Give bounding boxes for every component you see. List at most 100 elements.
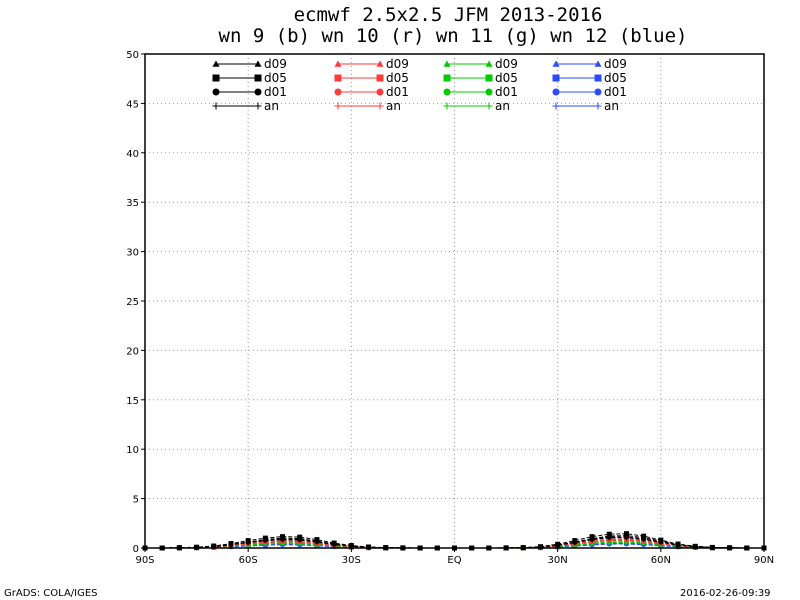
data-point bbox=[594, 74, 602, 82]
y-tick-label: 15 bbox=[126, 396, 139, 407]
footer-credit: GrADS: COLA/IGES bbox=[4, 588, 98, 599]
data-point bbox=[254, 102, 262, 110]
legend-label: d01 bbox=[264, 85, 287, 99]
y-tick-label: 45 bbox=[126, 99, 139, 110]
x-tick-label: 30N bbox=[548, 555, 568, 566]
legend-item: d01 bbox=[552, 85, 627, 99]
y-tick-label: 10 bbox=[126, 445, 139, 456]
data-point bbox=[376, 102, 384, 110]
data-point bbox=[254, 88, 262, 96]
data-point bbox=[485, 102, 493, 110]
y-tick-label: 25 bbox=[126, 297, 139, 308]
data-point bbox=[485, 88, 493, 96]
data-point bbox=[334, 60, 342, 67]
data-point bbox=[334, 74, 342, 82]
legend-item: d05 bbox=[443, 71, 518, 85]
data-point bbox=[552, 74, 560, 82]
data-point bbox=[334, 88, 342, 96]
legend-label: d01 bbox=[495, 85, 518, 99]
y-tick-label: 0 bbox=[133, 544, 139, 555]
legend-label: d05 bbox=[495, 71, 518, 85]
data-point bbox=[485, 74, 493, 82]
x-tick-label: 60N bbox=[651, 555, 671, 566]
legend-item: d09 bbox=[334, 57, 409, 71]
data-point bbox=[314, 538, 320, 544]
legend: d09d05d01and09d05d01and09d05d01and09d05d… bbox=[212, 57, 627, 113]
data-point bbox=[641, 535, 647, 540]
legend-item: d09 bbox=[552, 57, 627, 71]
data-point bbox=[228, 542, 234, 547]
x-tick-label: EQ bbox=[447, 555, 461, 566]
data-point bbox=[594, 88, 602, 96]
y-tick-label: 35 bbox=[126, 198, 139, 209]
data-point bbox=[623, 533, 629, 538]
data-point bbox=[376, 60, 384, 67]
legend-item: d05 bbox=[212, 71, 287, 85]
legend-label: d09 bbox=[264, 57, 287, 71]
legend-item: an bbox=[443, 99, 510, 113]
data-point bbox=[594, 60, 602, 67]
chart-subtitle: wn 9 (b) wn 10 (r) wn 11 (g) wn 12 (blue… bbox=[219, 25, 688, 47]
data-point bbox=[376, 74, 384, 82]
x-tick-label: 60S bbox=[239, 555, 258, 566]
legend-label: d05 bbox=[604, 71, 627, 85]
data-point bbox=[262, 537, 268, 542]
data-point bbox=[280, 535, 286, 541]
data-point bbox=[572, 539, 578, 545]
legend-label: d09 bbox=[495, 57, 518, 71]
legend-label: d05 bbox=[386, 71, 409, 85]
data-point bbox=[443, 102, 451, 110]
data-point bbox=[552, 88, 560, 96]
footer-timestamp: 2016-02-26-09:39 bbox=[680, 588, 771, 599]
data-point bbox=[245, 539, 251, 545]
legend-item: d05 bbox=[552, 71, 627, 85]
x-tick-label: 90N bbox=[754, 555, 774, 566]
data-point bbox=[443, 60, 451, 67]
data-point bbox=[331, 541, 337, 547]
legend-item: d01 bbox=[334, 85, 409, 99]
x-tick-label: 30S bbox=[342, 555, 361, 566]
data-point bbox=[254, 60, 262, 67]
y-tick-label: 20 bbox=[126, 346, 139, 357]
data-point bbox=[555, 542, 561, 548]
legend-label: d01 bbox=[604, 85, 627, 99]
data-point bbox=[334, 102, 342, 110]
data-point bbox=[212, 102, 220, 110]
y-tick-label: 50 bbox=[126, 50, 139, 61]
y-tick-label: 30 bbox=[126, 248, 139, 259]
data-point bbox=[443, 88, 451, 96]
legend-label: an bbox=[264, 99, 279, 113]
legend-item: an bbox=[212, 99, 279, 113]
data-point bbox=[212, 60, 220, 67]
legend-label: an bbox=[495, 99, 510, 113]
legend-item: an bbox=[552, 99, 619, 113]
data-point bbox=[552, 102, 560, 110]
chart-title: ecmwf 2.5x2.5 JFM 2013-2016 bbox=[294, 4, 603, 26]
data-point bbox=[552, 60, 560, 67]
axes: 0 5 10 15 20 25 30 35 40 45 50 90S 60S 30S EQ 30N 60N 90N bbox=[126, 50, 774, 566]
data-point bbox=[589, 536, 595, 541]
legend-label: an bbox=[386, 99, 401, 113]
legend-label: d05 bbox=[264, 71, 287, 85]
legend-item: an bbox=[334, 99, 401, 113]
data-point bbox=[658, 538, 664, 544]
legend-item: d01 bbox=[443, 85, 518, 99]
x-tick-label: 90S bbox=[135, 555, 154, 566]
data-point bbox=[348, 543, 354, 549]
legend-item: d05 bbox=[334, 71, 409, 85]
legend-label: d01 bbox=[386, 85, 409, 99]
legend-label: d09 bbox=[386, 57, 409, 71]
data-point bbox=[254, 74, 262, 82]
data-point bbox=[212, 88, 220, 96]
legend-item: d09 bbox=[443, 57, 518, 71]
data-point bbox=[606, 533, 612, 539]
data-point bbox=[376, 88, 384, 96]
data-point bbox=[297, 536, 303, 541]
data-point bbox=[594, 102, 602, 110]
data-point bbox=[443, 74, 451, 82]
y-tick-label: 40 bbox=[126, 149, 139, 160]
data-point bbox=[212, 74, 220, 82]
legend-label: d09 bbox=[604, 57, 627, 71]
